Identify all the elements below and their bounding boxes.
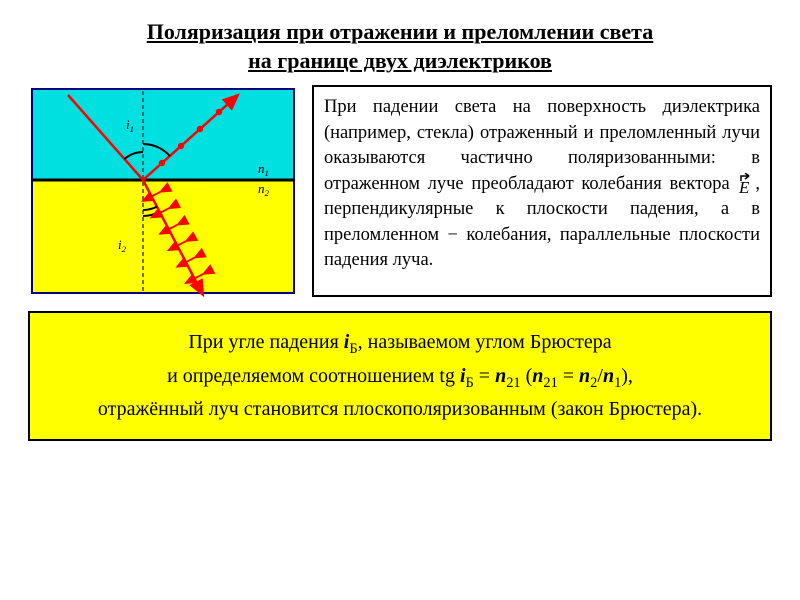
bl-n21b: n <box>532 365 543 387</box>
bl-sub2: Б <box>466 375 474 391</box>
bl-l2b: = <box>474 365 495 387</box>
svg-text:E: E <box>738 178 750 195</box>
bl-n21b-sub: 21 <box>543 375 557 391</box>
bl-sub1: Б <box>349 341 357 357</box>
bl-paren-open: ( <box>521 365 533 387</box>
polarization-diagram: i1i2n1n2 <box>28 85 298 297</box>
bl-n21a: n <box>495 365 506 387</box>
bl-n1: n <box>603 365 614 387</box>
page-title: Поляризация при отражении и преломлении … <box>28 18 772 75</box>
bl-paren-close: ), <box>621 365 633 387</box>
bl-mid1: , называемом углом Брюстера <box>358 331 612 353</box>
title-line-1: Поляризация при отражении и преломлении … <box>147 19 654 44</box>
title-line-2: на границе двух диэлектриков <box>248 48 552 73</box>
diagram-svg: i1i2n1n2 <box>28 85 298 297</box>
bl-l2a: и определяемом соотношением tg <box>167 365 460 387</box>
bl-n2: n <box>579 365 590 387</box>
bl-eq2: = <box>558 365 579 387</box>
bl-line3: отражённый луч становится плоскополяризо… <box>98 398 702 420</box>
main-row: i1i2n1n2 При падении света на поверхност… <box>28 85 772 297</box>
e-vector-icon: E <box>737 173 755 195</box>
desc-before-e: При падении света на поверхность диэлект… <box>324 97 760 194</box>
bl-pre: При угле падения <box>188 331 343 353</box>
description-box: При падении света на поверхность диэлект… <box>312 85 772 297</box>
brewster-law-box: При угле падения iБ, называемом углом Бр… <box>28 311 772 441</box>
bl-n21a-sub: 21 <box>506 375 520 391</box>
